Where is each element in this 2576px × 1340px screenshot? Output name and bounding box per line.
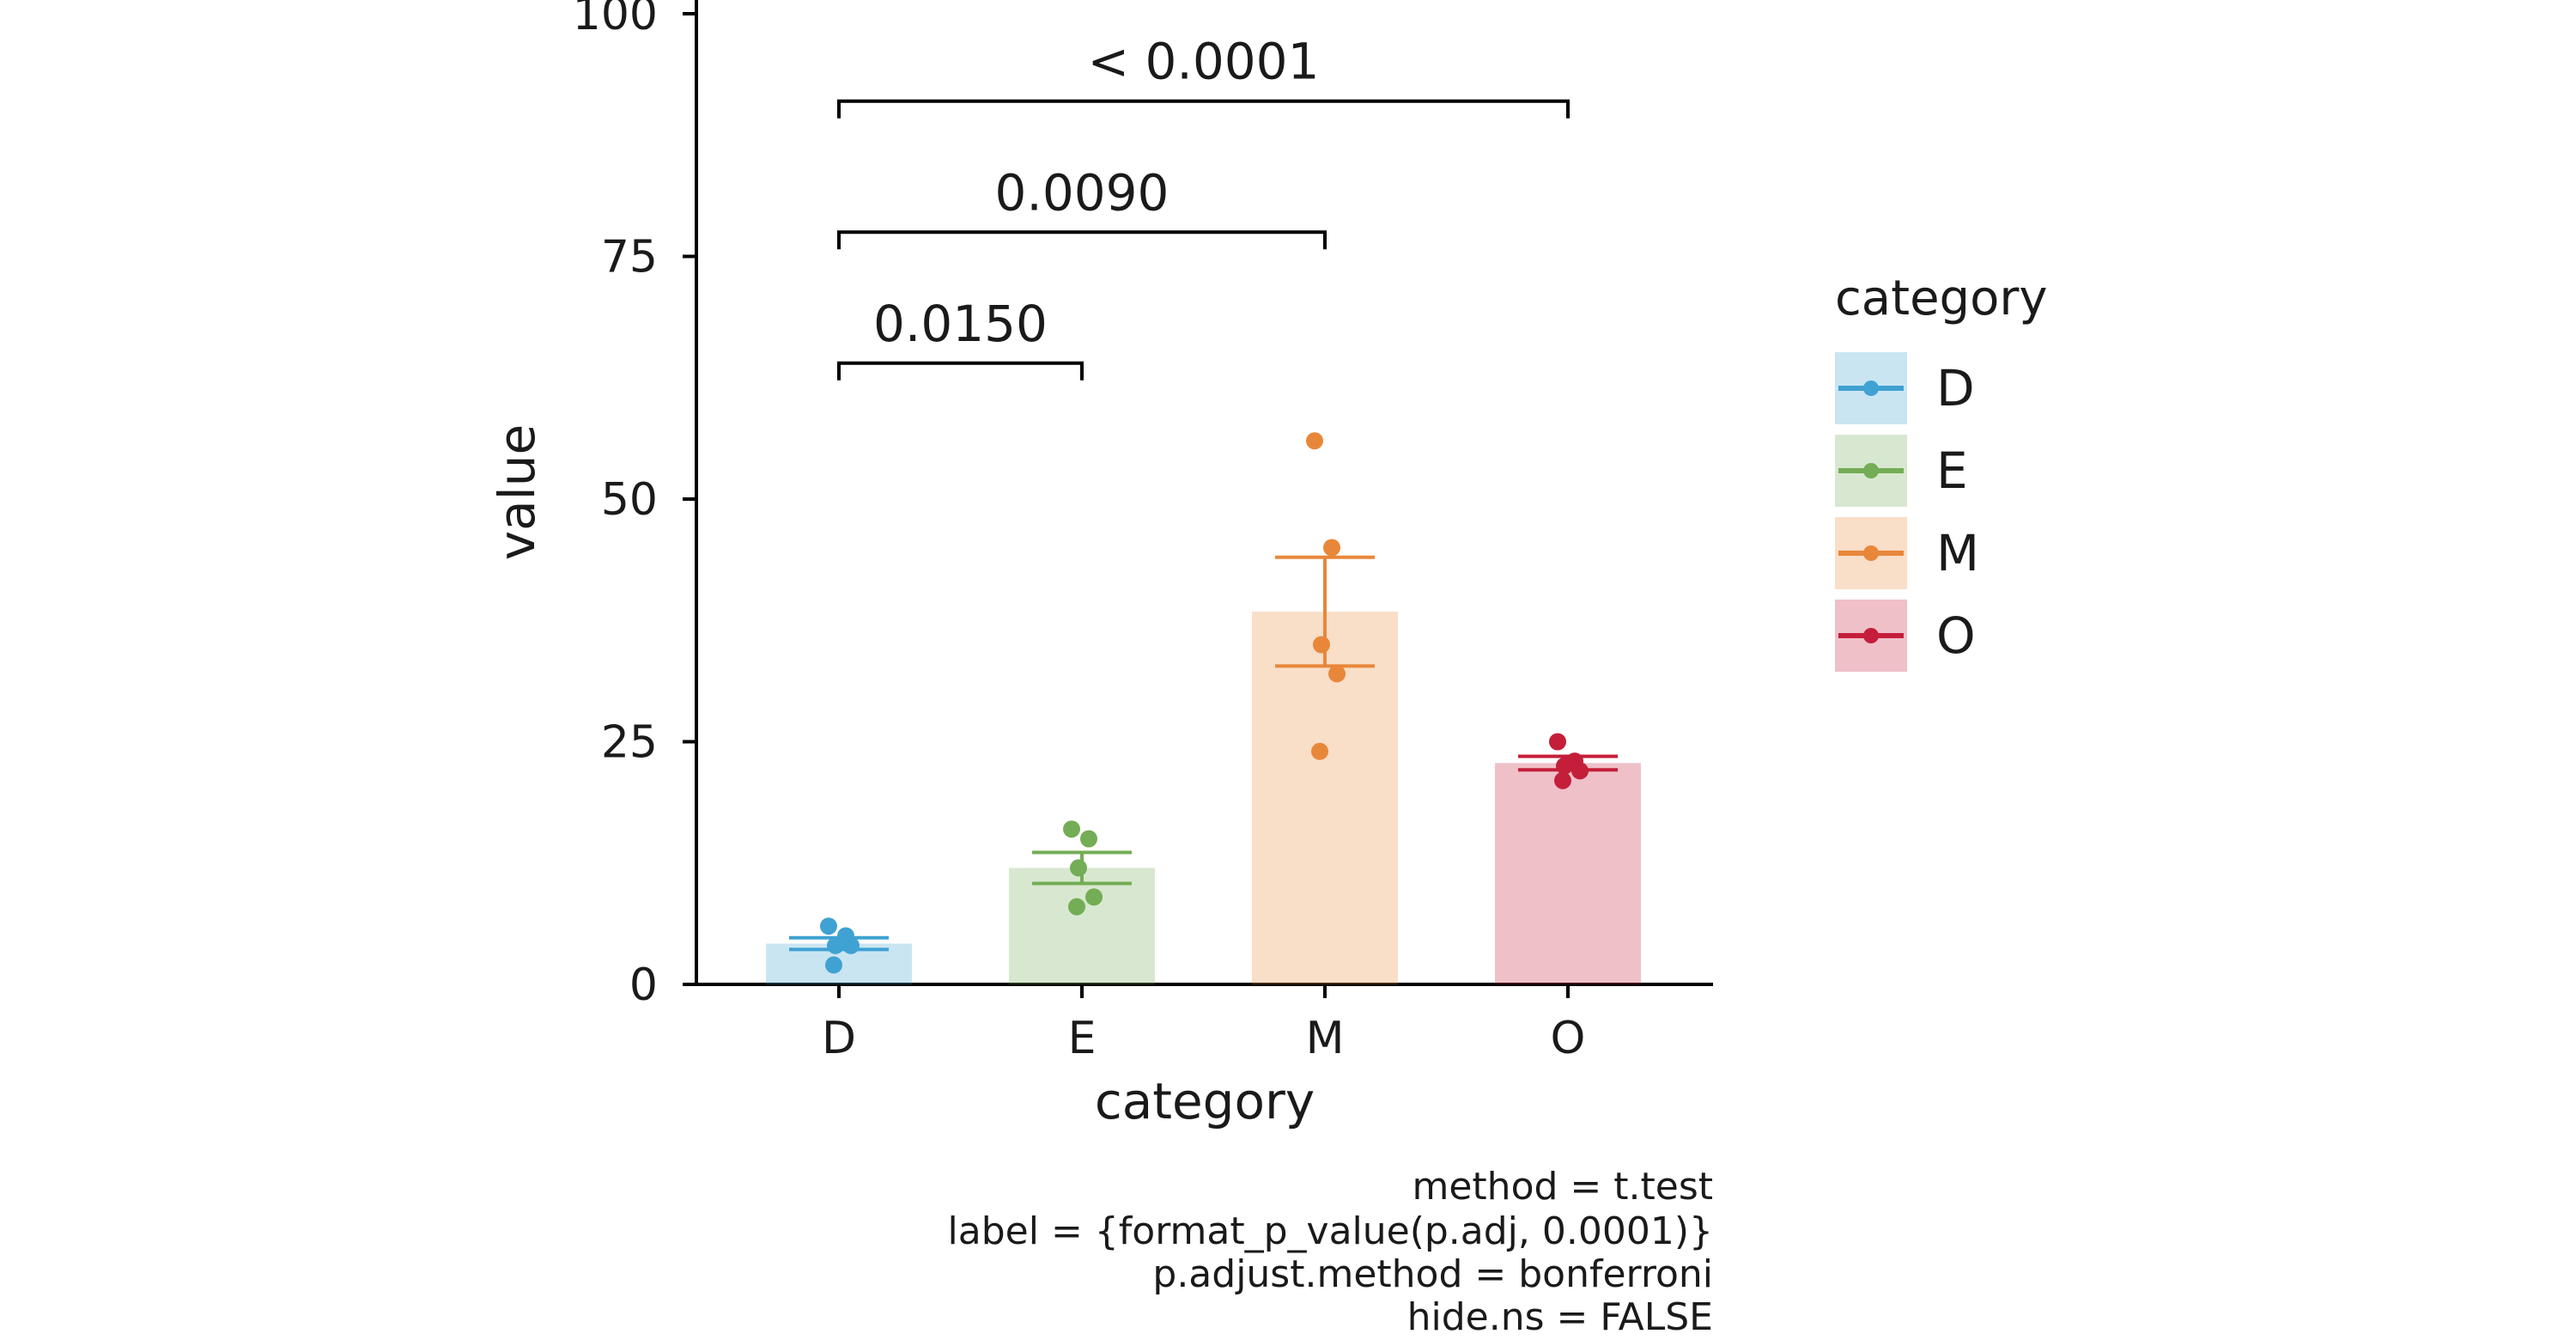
data-point-E xyxy=(1070,859,1087,877)
caption-line: p.adjust.method = bonferroni xyxy=(1152,1252,1713,1296)
legend-key-dot xyxy=(1863,463,1879,478)
data-point-M xyxy=(1323,539,1340,557)
y-tick-label: 100 xyxy=(573,0,658,40)
data-point-D xyxy=(827,936,844,954)
significance-brackets: 0.0150 0.0090 < 0.0001 xyxy=(837,33,1570,381)
x-tick-label: E xyxy=(1068,1013,1097,1064)
legend-label-M: M xyxy=(1936,524,1979,582)
x-tick-label: M xyxy=(1306,1013,1345,1064)
p-value-label: < 0.0001 xyxy=(1088,33,1320,91)
y-tick-label: 25 xyxy=(601,717,658,769)
bars xyxy=(766,612,1641,984)
legend-title: category xyxy=(1835,271,2048,326)
data-point-D xyxy=(825,956,842,974)
y-ticks: 0 25 50 75 100 xyxy=(573,0,696,1011)
caption-line: hide.ns = FALSE xyxy=(1407,1295,1713,1339)
y-tick-label: 50 xyxy=(601,474,658,526)
x-tick-label: O xyxy=(1551,1013,1586,1064)
data-point-E xyxy=(1068,898,1085,916)
y-axis-title: value xyxy=(488,424,546,560)
caption-line: label = {format_p_value(p.adj, 0.0001)} xyxy=(948,1209,1713,1253)
data-point-D xyxy=(842,936,860,954)
x-axis-title: category xyxy=(1095,1072,1315,1130)
bar-O xyxy=(1495,763,1641,984)
data-point-O xyxy=(1571,762,1589,780)
data-point-E xyxy=(1063,820,1080,838)
data-point-M xyxy=(1306,432,1323,450)
significance-bracket xyxy=(837,230,1327,250)
legend-key-dot xyxy=(1863,628,1879,643)
data-point-O xyxy=(1549,733,1566,751)
bar-M xyxy=(1252,612,1398,984)
legend-key-dot xyxy=(1863,381,1879,396)
legend-label-E: E xyxy=(1936,442,1968,500)
y-tick-label: 0 xyxy=(629,959,658,1011)
data-point-M xyxy=(1328,665,1346,683)
significance-bracket xyxy=(837,99,1570,119)
data-point-E xyxy=(1085,888,1103,906)
axes xyxy=(695,0,1713,986)
caption-line: method = t.test xyxy=(1413,1165,1714,1209)
data-point-M xyxy=(1313,636,1330,654)
legend-label-D: D xyxy=(1936,359,1975,417)
caption: method = t.test label = {format_p_value(… xyxy=(948,1165,1713,1339)
error-bars xyxy=(789,555,1618,952)
p-value-label: 0.0150 xyxy=(873,295,1048,353)
data-point-D xyxy=(820,917,837,935)
y-tick-label: 75 xyxy=(601,232,658,283)
data-points xyxy=(820,432,1589,974)
data-point-M xyxy=(1311,742,1328,760)
p-value-label: 0.0090 xyxy=(995,163,1170,222)
legend-key-dot xyxy=(1863,545,1879,561)
x-tick-label: D xyxy=(822,1013,856,1064)
data-point-E xyxy=(1080,830,1097,848)
legend-label-O: O xyxy=(1936,606,1976,665)
bar-E xyxy=(1009,868,1155,984)
significance-bracket xyxy=(837,361,1084,381)
data-point-O xyxy=(1556,757,1573,775)
data-point-O xyxy=(1554,771,1571,789)
